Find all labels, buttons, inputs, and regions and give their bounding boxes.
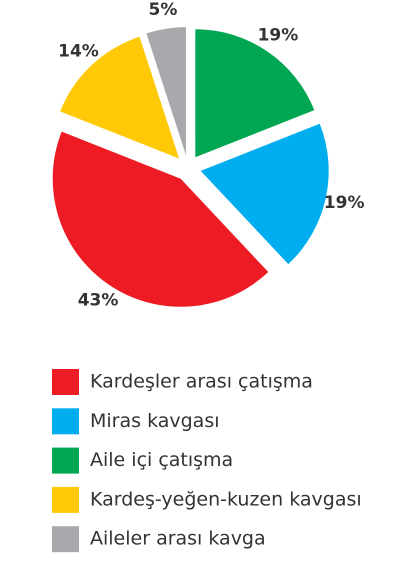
legend-label: Miras kavgası	[90, 410, 220, 432]
legend-swatch	[52, 447, 79, 474]
legend-swatch	[52, 526, 79, 553]
slice-label: 14%	[58, 41, 99, 61]
slice-label: 19%	[258, 26, 299, 46]
legend-swatch	[52, 486, 79, 513]
legend-label: Kardeş-yeğen-kuzen kavgası	[90, 488, 362, 510]
pie-slice	[200, 123, 329, 265]
slice-label: 5%	[149, 0, 178, 20]
slice-label: 19%	[324, 193, 365, 213]
pie-slice	[52, 131, 269, 307]
legend-swatch	[52, 369, 79, 395]
slice-label: 43%	[78, 290, 119, 310]
legend-label: Kardeşler arası çatışma	[90, 371, 313, 393]
legend-label: Aile içi çatışma	[90, 449, 233, 471]
pie-slice	[146, 27, 186, 156]
legend-label: Aileler arası kavga	[90, 528, 266, 550]
pie-slice	[195, 29, 315, 158]
pie-slice	[60, 36, 180, 159]
legend-swatch	[52, 408, 79, 435]
